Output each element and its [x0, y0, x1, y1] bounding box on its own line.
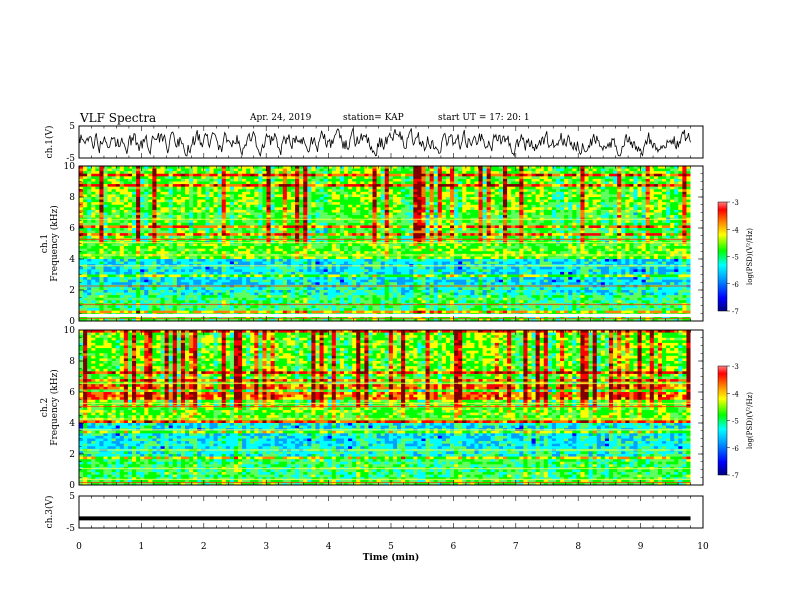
ch2-narrowband-line: [79, 418, 691, 420]
ch2-spectrogram-ytick-label: 6: [69, 388, 75, 398]
ch2-spectrogram-ylabel: Frequency (kHz): [49, 369, 60, 446]
ch1-waveform-ylabel: ch.1(V): [44, 126, 55, 159]
ch1-waveform-ytick-label: 5: [69, 122, 75, 132]
ch1-narrowband-line: [79, 303, 691, 306]
ch1-narrowband-line: [79, 254, 691, 256]
ch2-colorbar-label: log(PSD)(V²/Hz): [746, 392, 754, 449]
ch2-colorbar-tick: -5: [732, 418, 739, 426]
xtick-label: 10: [697, 542, 709, 552]
ch2-spectrogram-ytick-label: 4: [69, 419, 75, 429]
ch1-narrowband-line: [79, 241, 691, 244]
ch2-colorbar: [717, 365, 728, 476]
ch1-blank-strip: [79, 314, 691, 317]
ch1-spectrogram-ytick-label: 10: [64, 162, 76, 172]
ch1-spectrogram-ylabel: Frequency (kHz): [49, 205, 60, 282]
ch2-narrowband-line: [79, 481, 691, 484]
ch1-narrowband-line: [79, 285, 691, 287]
xtick-label: 2: [201, 542, 207, 552]
ch2-narrowband-line: [79, 478, 691, 480]
ch1-colorbar-tick: -7: [732, 308, 739, 316]
xtick-label: 9: [638, 542, 644, 552]
ch2-spectrogram-ylabel: ch.2: [40, 398, 50, 417]
ch2-narrowband-line: [79, 402, 691, 405]
ch3-waveform-ytick-label: -5: [66, 524, 75, 534]
xtick-label: 0: [76, 542, 82, 552]
ch1-spectrogram-ytick-label: 6: [69, 224, 75, 234]
start-time-label: start UT = 17: 20: 1: [438, 113, 530, 123]
ch2-narrowband-line: [79, 382, 691, 384]
ch2-spectrogram-image: [79, 330, 703, 486]
ch3-waveform-ylabel: ch.3(V): [44, 496, 55, 529]
ch2-colorbar-tick: -4: [732, 390, 739, 398]
ch2-narrowband-line: [79, 467, 691, 470]
ch2-spectrogram-ytick-label: 8: [69, 357, 75, 367]
ch2-colorbar-tick: -6: [732, 445, 739, 453]
ch1-narrowband-line: [79, 317, 691, 320]
ch1-waveform-ytick-label: -5: [66, 154, 75, 164]
ch1-colorbar-tick: -3: [732, 199, 739, 207]
ch1-spectrogram-ytick-label: 2: [69, 286, 75, 296]
ch1-colorbar: [717, 201, 728, 312]
station-label: station= KAP: [343, 113, 404, 123]
ch1-colorbar-tick: -4: [732, 226, 739, 234]
xtick-label: 5: [388, 542, 394, 552]
xtick-label: 4: [326, 542, 332, 552]
ch2-spectrogram-ytick-label: 2: [69, 450, 75, 460]
ch1-narrowband-line: [79, 218, 691, 220]
xtick-label: 6: [451, 542, 457, 552]
ch1-waveform-line: [78, 128, 691, 158]
ch2-colorbar-tick: -3: [732, 363, 739, 371]
ch1-spectrogram-ytick-label: 4: [69, 255, 75, 265]
ch1-spectrogram-ylabel: ch.1: [40, 234, 50, 253]
xtick-label: 3: [263, 542, 269, 552]
ch1-spectrogram-ytick-label: 8: [69, 193, 75, 203]
figure-title: VLF Spectra: [80, 111, 157, 125]
ch1-colorbar-tick: -6: [732, 281, 739, 289]
ch2-narrowband-line: [79, 429, 691, 431]
ch2-narrowband-line: [79, 405, 691, 408]
ch1-colorbar-tick: -5: [732, 254, 739, 262]
ch2-colorbar-tick: -7: [732, 472, 739, 480]
date-label: Apr. 24, 2019: [250, 113, 312, 123]
xaxis-label: Time (min): [363, 552, 420, 563]
ch2-narrowband-line: [79, 449, 691, 451]
ch3-waveform-ytick-label: 5: [69, 492, 75, 502]
ch2-spectrogram-ytick-label: 0: [69, 481, 75, 491]
ch2-spectrogram-ytick-label: 10: [64, 326, 76, 336]
xtick-label: 1: [139, 542, 145, 552]
ch1-colorbar-label: log(PSD)(V²/Hz): [746, 228, 754, 285]
ch1-spectrogram-ytick-label: 0: [69, 317, 75, 327]
ch1-narrowband-line: [79, 238, 691, 240]
ch1-narrowband-line: [79, 265, 691, 267]
xtick-label: 7: [513, 542, 519, 552]
xtick-label: 8: [575, 542, 581, 552]
ch1-spectrogram-image: [79, 166, 703, 322]
